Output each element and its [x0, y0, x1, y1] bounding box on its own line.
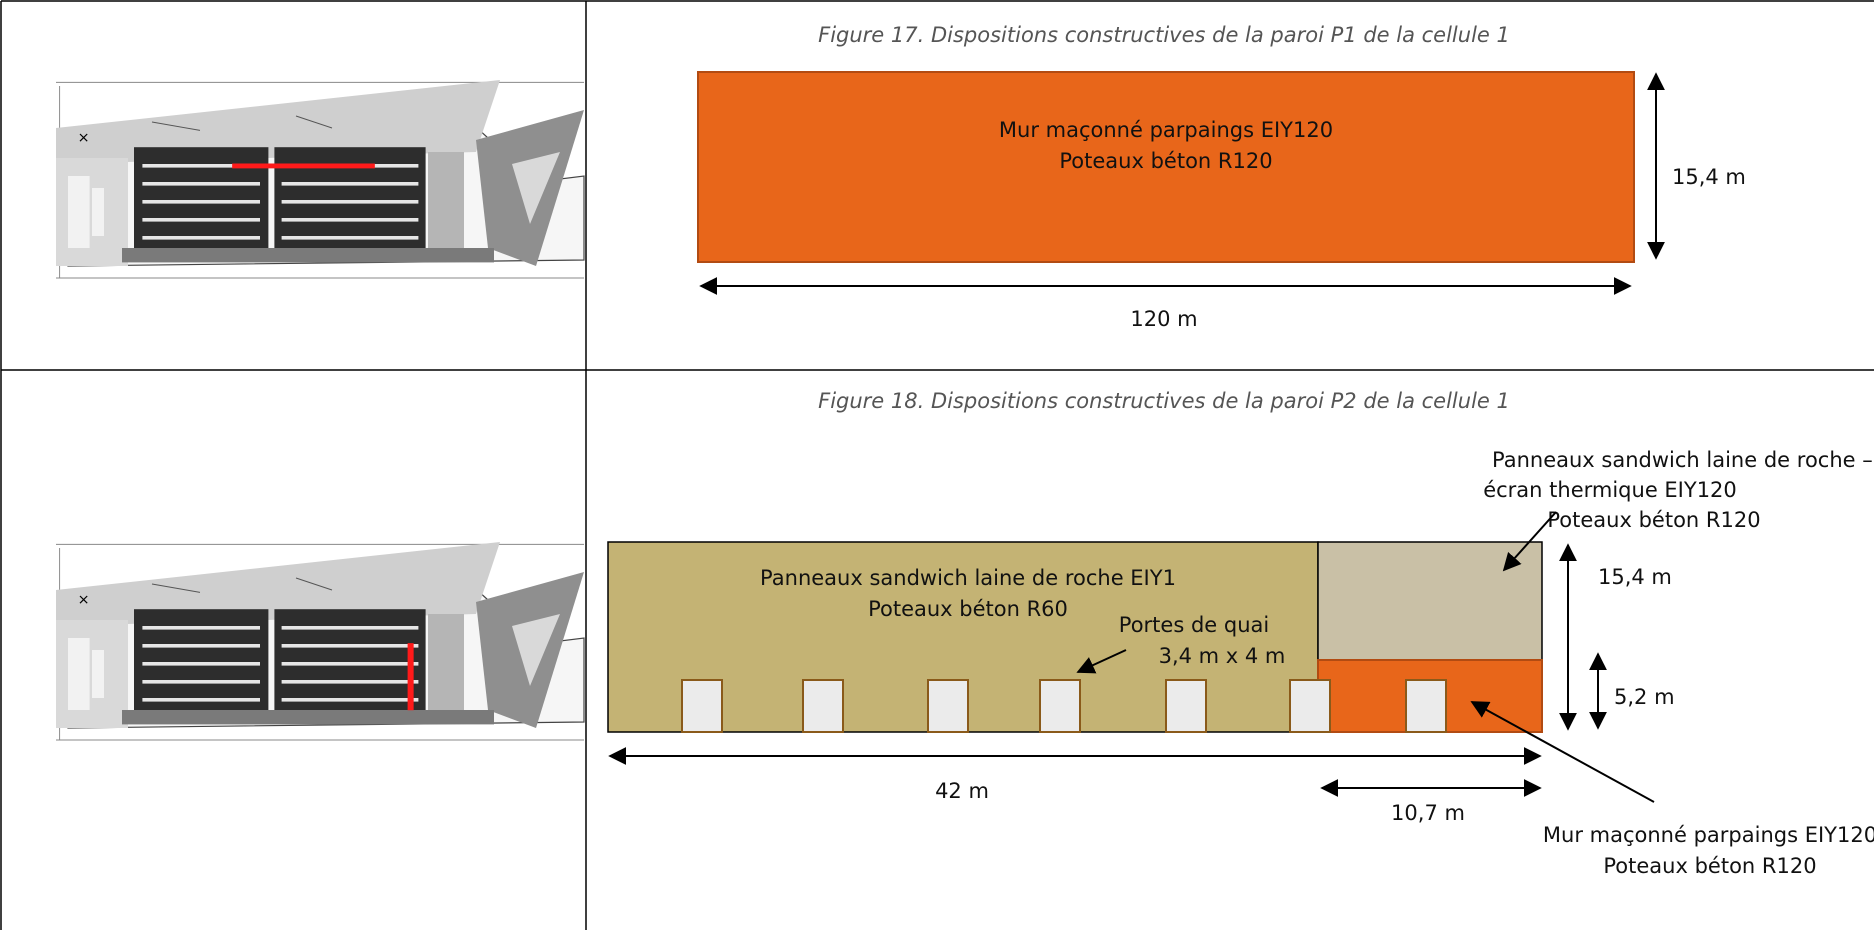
figure-17-caption: Figure 17. Dispositions constructives de… — [818, 23, 1510, 47]
dock-door — [802, 679, 844, 733]
width-label-p1: 120 m — [1130, 307, 1197, 331]
figure-18-caption: Figure 18. Dispositions constructives de… — [818, 389, 1510, 413]
thermal-screen-pointer — [1502, 511, 1557, 572]
figure-17: Figure 17. Dispositions constructives de… — [697, 23, 1746, 331]
dock-door — [1165, 679, 1207, 733]
masonry-pointer — [1470, 701, 1655, 803]
dock-door — [927, 679, 969, 733]
thermal-screen-panel — [1317, 541, 1543, 661]
wall-p1-masonry — [697, 71, 1635, 263]
thermal-screen-label-line3: Poteaux béton R120 — [1547, 508, 1760, 532]
width-label-masonry: 10,7 m — [1391, 801, 1465, 825]
dock-door — [1289, 679, 1331, 733]
dock-doors-pointer — [1076, 649, 1127, 674]
height-label-p1: 15,4 m — [1672, 165, 1746, 189]
dock-doors-label-line1: Portes de quai — [1119, 613, 1269, 637]
width-label-total: 42 m — [935, 779, 989, 803]
thermal-screen-label-line2: écran thermique EIY120 — [1483, 478, 1737, 502]
thermal-screen-label-line1: Panneaux sandwich laine de roche – — [1492, 448, 1873, 472]
site-plan-thumbnail-p2 — [55, 541, 585, 741]
masonry-label-line2: Poteaux béton R120 — [1603, 854, 1816, 878]
sandwich-panel-label-line1: Panneaux sandwich laine de roche EIY1 — [760, 566, 1176, 590]
sandwich-panel-label-line2: Poteaux béton R60 — [868, 597, 1068, 621]
masonry-label-line1: Mur maçonné parpaings EIY120 — [1543, 823, 1874, 847]
dock-door — [1405, 679, 1447, 733]
dock-door — [681, 679, 723, 733]
figure-18: Figure 18. Dispositions constructives de… — [607, 389, 1874, 878]
height-label-masonry: 5,2 m — [1614, 685, 1675, 709]
site-plan-thumbnail-p1 — [55, 79, 585, 279]
dock-doors — [681, 679, 1447, 733]
dock-door — [1039, 679, 1081, 733]
wall-p1-label-line2: Poteaux béton R120 — [1059, 149, 1272, 173]
dock-doors-label-line2: 3,4 m x 4 m — [1159, 644, 1286, 668]
wall-p1-label-line1: Mur maçonné parpaings EIY120 — [999, 118, 1333, 142]
height-label-total: 15,4 m — [1598, 565, 1672, 589]
